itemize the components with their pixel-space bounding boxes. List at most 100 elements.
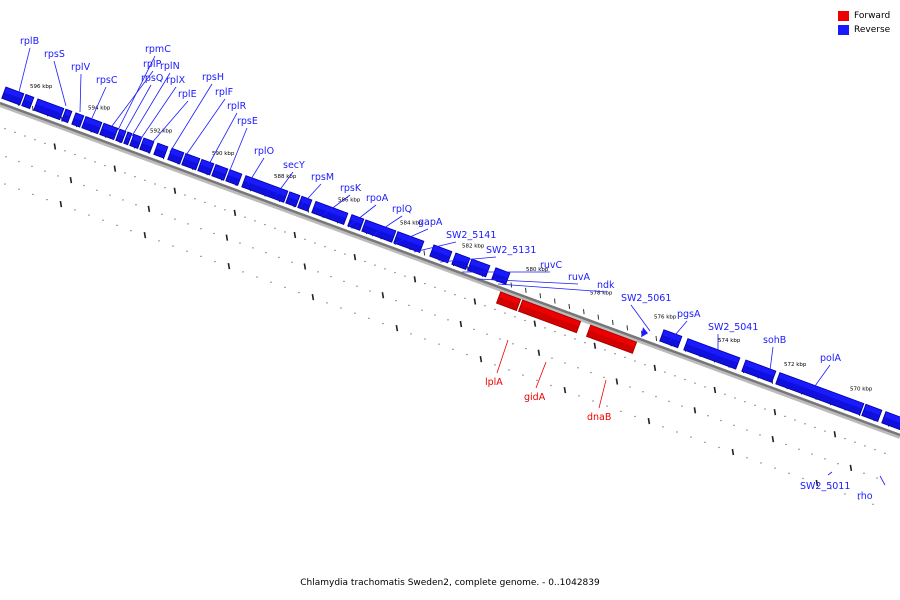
tick-minor [122, 199, 124, 201]
reverse-gene-block [181, 152, 201, 171]
tick-top [539, 293, 542, 299]
leader-line [111, 70, 154, 127]
scale-label: 590 kbp [212, 151, 235, 157]
tick-minor [304, 238, 306, 240]
tick-major [147, 205, 151, 213]
gene-label-reverse: rpsM [311, 172, 334, 183]
tick-minor [694, 382, 696, 384]
forward-gene-block-shade [518, 305, 579, 333]
tick-minor [508, 369, 510, 371]
tick-minor [31, 165, 33, 167]
tick-minor [317, 271, 319, 273]
tick-minor [811, 453, 813, 455]
tick-minor [544, 327, 546, 329]
tick-minor [774, 467, 776, 469]
tick-minor [343, 280, 345, 283]
reverse-gene-block [1, 86, 25, 106]
tick-minor [554, 330, 556, 333]
tick-minor [144, 179, 146, 181]
tick-minor [794, 419, 796, 421]
legend-forward: Forward [838, 9, 890, 23]
tick-minor [24, 135, 26, 137]
tick-minor [614, 353, 616, 355]
tick-minor [681, 405, 683, 407]
reverse-gene-block-shade [211, 169, 227, 181]
tick-minor [368, 317, 370, 319]
tick-minor [46, 198, 48, 201]
tick-minor [84, 157, 86, 159]
gene-label-reverse: rplX [166, 75, 186, 86]
reverse-gene-block-shade [241, 180, 287, 203]
scale-label: 572 kbp [784, 362, 807, 368]
forward-gene-block [585, 324, 638, 354]
tick-minor [655, 395, 657, 398]
gene-label-reverse: rplF [215, 87, 233, 98]
tick-minor [629, 386, 631, 388]
gene-label-reverse: rplB [20, 36, 39, 47]
tick-minor [592, 400, 594, 402]
gene-label-reverse: rpsE [237, 116, 258, 127]
reverse-gene-block-shade [429, 250, 451, 263]
tick-minor [74, 153, 76, 156]
leader-line [299, 183, 322, 208]
reverse-gene-block-shade [61, 114, 71, 123]
tick-major [533, 320, 537, 327]
leader-line [275, 171, 294, 196]
leader-line [371, 215, 403, 237]
tick-minor [884, 452, 886, 454]
figure-caption: Chlamydia trachomatis Sweden2, complete … [300, 578, 600, 588]
tick-minor [44, 142, 46, 145]
tick-major [381, 292, 385, 299]
tick-minor [18, 160, 20, 163]
gene-label-reverse: rpsK [340, 183, 362, 194]
tick-major [731, 448, 735, 456]
tick-minor [525, 347, 527, 350]
tick-minor [284, 231, 286, 233]
label-leader-lines [17, 47, 886, 486]
tick-minor [364, 260, 366, 263]
tick-minor [512, 343, 514, 345]
reverse-gene-block [153, 142, 169, 159]
reverse-gene-block-shade [81, 121, 101, 134]
reverse-gene-block [225, 169, 243, 186]
gene-label-reverse: rpoA [366, 193, 389, 204]
tick-minor [204, 201, 206, 204]
reverse-gene-block [33, 98, 65, 121]
leader-line [53, 60, 67, 107]
leader-line [814, 364, 831, 387]
forward-gene-block [495, 291, 522, 312]
tick-major [303, 263, 307, 270]
tick-minor [734, 397, 736, 399]
tick-major [353, 254, 357, 261]
tick-minor [154, 183, 156, 185]
tick-minor [584, 342, 586, 344]
gene-label-reverse: ndk [597, 280, 615, 291]
tick-major [225, 234, 229, 241]
leader-line [183, 98, 226, 159]
reverse-gene-block [297, 195, 313, 212]
tick-minor [124, 172, 126, 174]
tick-major [615, 378, 619, 385]
tick-minor [161, 213, 163, 215]
tick-minor [5, 156, 7, 158]
tick-major [311, 293, 315, 301]
tick-minor [524, 319, 526, 322]
tick-minor [824, 430, 826, 432]
tick-minor [642, 391, 644, 393]
leader-line [879, 475, 886, 486]
tick-minor [564, 362, 566, 364]
tick-major [479, 355, 483, 363]
tick-minor [784, 415, 786, 418]
leader-line [598, 379, 607, 409]
tick-minor [814, 426, 816, 429]
genome-backbone [0, 101, 900, 439]
tick-major [473, 298, 477, 305]
tick-minor [284, 286, 286, 288]
scale-label: 586 kbp [338, 198, 361, 204]
tick-top [423, 250, 426, 256]
reverse-gene-block-shade [21, 99, 33, 109]
tick-major [413, 276, 417, 283]
scale-label: 584 kbp [400, 221, 423, 227]
tick-minor [504, 312, 506, 314]
